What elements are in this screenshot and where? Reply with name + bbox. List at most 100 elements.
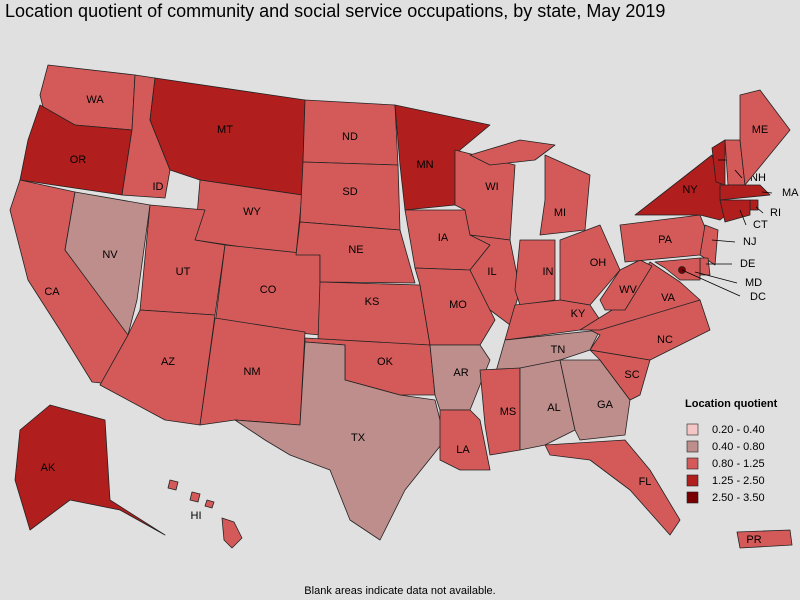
state: OH — [559, 224, 621, 306]
state: IN — [514, 239, 556, 306]
state-label: WY — [243, 206, 261, 218]
state-label: UT — [176, 266, 191, 278]
states: WA OR CA NV ID MT WY UT CO AZ NM ND SD NE KS OK TX MN IA MO… — [9, 64, 799, 549]
state-label: WV — [619, 284, 637, 296]
state-label: SD — [342, 186, 357, 198]
state-shape — [189, 491, 201, 503]
state-label: CA — [44, 286, 60, 298]
legend-label: 0.80 - 1.25 — [712, 458, 765, 470]
state-shape — [479, 367, 521, 456]
legend-swatch — [686, 474, 699, 487]
state-label: NY — [682, 184, 698, 196]
state-label: NE — [348, 244, 363, 256]
state-shape — [599, 259, 653, 311]
state: MI — [469, 139, 591, 236]
leader-line — [739, 209, 747, 226]
state: MA — [719, 184, 799, 201]
state: WV — [599, 259, 653, 311]
state: ND — [302, 99, 399, 166]
leader-line — [681, 269, 741, 297]
state: MD — [654, 257, 762, 289]
state-shape — [64, 191, 151, 336]
state: LA — [439, 409, 491, 471]
legend-label: 0.40 - 0.80 — [712, 441, 765, 453]
state: AK — [14, 404, 166, 536]
state-label: MO — [449, 299, 467, 311]
leader-line — [734, 169, 743, 179]
legend: Location quotient 0.20 - 0.40 0.40 - 0.80… — [685, 398, 778, 504]
state-label: NJ — [743, 236, 756, 248]
state: ME — [739, 89, 791, 186]
legend-swatch — [686, 423, 699, 436]
state-label: ND — [342, 131, 358, 143]
state: KS — [317, 281, 431, 346]
state: NM — [199, 317, 306, 426]
legend-label: 2.50 - 3.50 — [712, 492, 765, 504]
leader-line — [755, 206, 764, 214]
state-shape — [221, 517, 243, 549]
state-label: NM — [243, 366, 260, 378]
state-label: IA — [438, 232, 449, 244]
state-shape — [469, 234, 521, 326]
state-shape — [14, 404, 166, 536]
state-shape — [736, 529, 793, 549]
state-label: IL — [487, 266, 496, 278]
legend-swatch — [686, 457, 699, 470]
state-shape — [654, 257, 701, 281]
state: AL — [519, 359, 576, 451]
state-shape — [699, 257, 711, 276]
state-label: MT — [217, 124, 233, 136]
state-label: MN — [416, 159, 433, 171]
state-label: FL — [639, 476, 652, 488]
footnote: Blank areas indicate data not available. — [304, 585, 495, 597]
state: IL — [469, 234, 521, 326]
state-label: MS — [500, 406, 517, 418]
state-label: KS — [365, 296, 380, 308]
state-label: TN — [551, 344, 566, 356]
state-label: AR — [453, 367, 468, 379]
state-label: WI — [485, 181, 498, 193]
state-label: ID — [153, 181, 164, 193]
state-label: HI — [191, 510, 202, 522]
state: MO — [414, 267, 496, 346]
state: TX — [234, 341, 446, 541]
state-shape — [739, 89, 791, 186]
state: SC — [589, 349, 651, 401]
state-shape — [204, 499, 215, 509]
state: MN — [394, 104, 491, 211]
state-label: DE — [740, 258, 755, 270]
state-label: OH — [590, 257, 607, 269]
state-label: AZ — [161, 356, 175, 368]
state-shape — [439, 409, 491, 471]
state-label: OR — [70, 154, 87, 166]
state-label: GA — [597, 399, 614, 411]
state: PA — [619, 214, 711, 263]
legend-title: Location quotient — [685, 398, 778, 410]
state-label: LA — [456, 444, 470, 456]
state-label: CO — [260, 284, 277, 296]
state-shape — [699, 224, 719, 266]
legend-label: 1.25 - 2.50 — [712, 475, 765, 487]
state-shape — [99, 309, 216, 426]
state: MS — [479, 367, 521, 456]
state-shape — [317, 281, 431, 346]
state-shape — [719, 184, 771, 201]
state-label: MA — [782, 187, 799, 199]
state-label: SC — [624, 369, 639, 381]
state-shape — [544, 439, 681, 536]
state-shape — [539, 154, 591, 236]
state-label: VA — [661, 292, 676, 304]
legend-swatch — [686, 491, 699, 504]
state-shape — [559, 224, 621, 306]
state-label: AL — [547, 402, 560, 414]
leader-line — [711, 239, 736, 243]
state: PR — [736, 529, 793, 549]
state: AZ — [99, 309, 216, 426]
state-shape — [749, 199, 759, 211]
state: DC — [678, 266, 766, 303]
state: NV — [64, 191, 151, 336]
state-label: OK — [377, 356, 394, 368]
state: HI — [167, 479, 243, 549]
state-label: MD — [745, 277, 762, 289]
